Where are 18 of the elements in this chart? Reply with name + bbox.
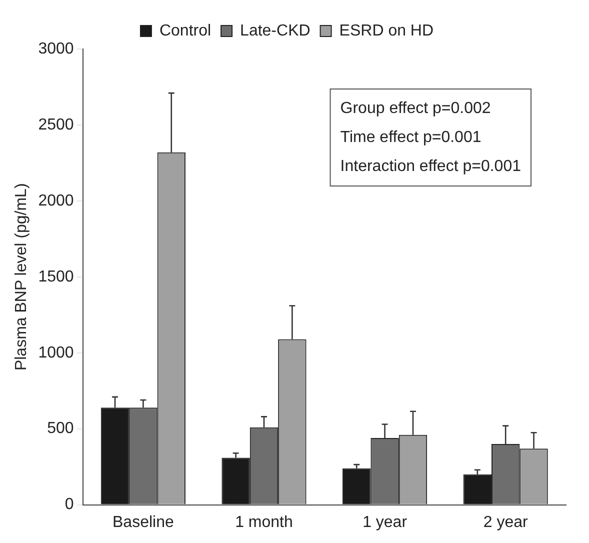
y-axis-title: Plasma BNP level (pg/mL) (13, 183, 30, 371)
x-tick-label: 2 year (483, 514, 529, 531)
y-tick-label: 2500 (38, 116, 74, 134)
x-tick-label: 1 month (235, 514, 293, 531)
y-tick-label: 500 (47, 420, 74, 438)
y-tick-label: 1500 (38, 268, 74, 286)
y-tick-label: 3000 (38, 40, 74, 58)
x-tick-label: 1 year (362, 514, 408, 531)
y-tick-label: 1000 (38, 344, 74, 362)
x-tick-label: Baseline (112, 514, 174, 531)
legend-label: Control (159, 22, 212, 40)
legend-label: Late-CKD (240, 22, 310, 40)
annotation: Interaction effect p=0.001 (340, 158, 522, 175)
y-tick-label: 2000 (38, 192, 74, 210)
annotation: Time effect p=0.001 (340, 128, 482, 146)
legend-label: ESRD on HD (339, 22, 434, 40)
y-tick-label: 0 (64, 496, 74, 514)
annotation: Group effect p=0.002 (340, 100, 491, 117)
